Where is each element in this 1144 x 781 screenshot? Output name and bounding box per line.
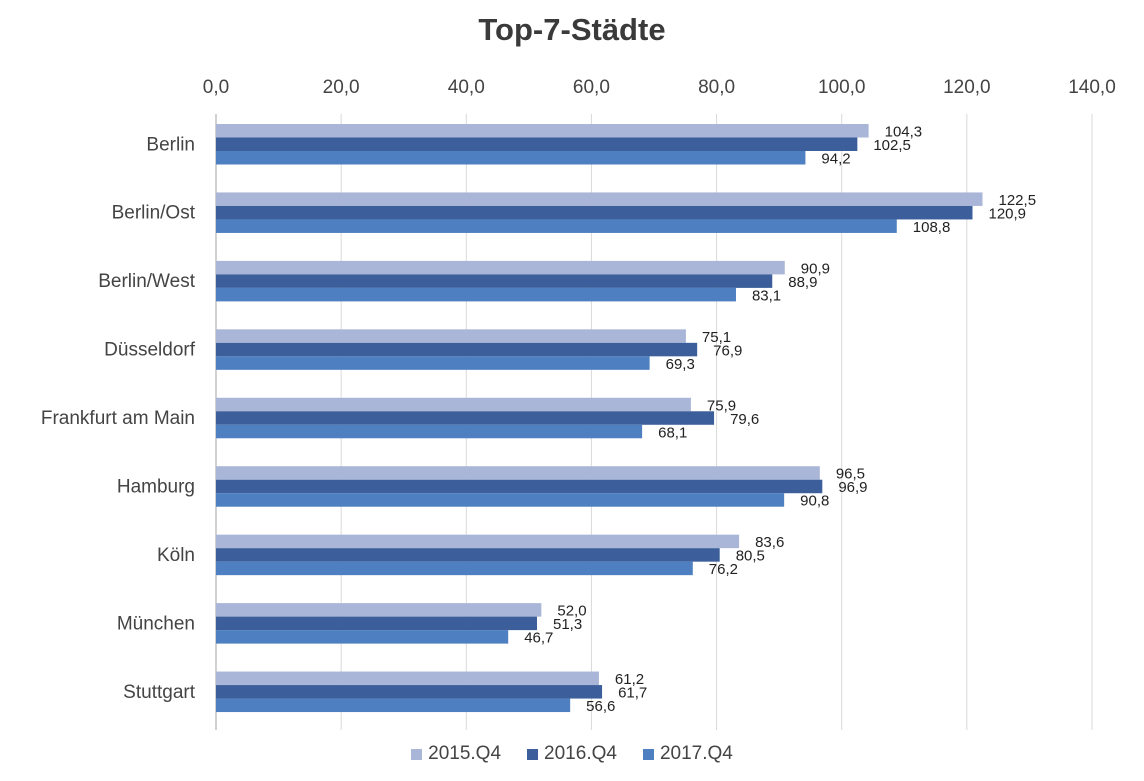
chart-title: Top-7-Städte: [478, 12, 666, 47]
data-label: 46,7: [524, 630, 553, 647]
bar: [216, 124, 869, 138]
x-tick-label: 0,0: [203, 77, 229, 98]
legend-swatch: [642, 748, 654, 760]
bar: [216, 493, 785, 507]
legend-swatch: [527, 748, 539, 760]
x-tick-label: 120,0: [943, 77, 991, 98]
bar: [216, 424, 643, 439]
data-label: 56,6: [586, 698, 615, 715]
data-label: 120,9: [988, 205, 1026, 222]
bar: [216, 260, 785, 275]
bar: [216, 397, 691, 412]
legend-label: 2015.Q4: [428, 743, 502, 764]
data-label: 52,0: [557, 603, 586, 620]
data-label: 83,6: [755, 534, 784, 551]
data-label: 76,9: [713, 342, 742, 359]
bar: [216, 685, 603, 699]
data-label: 61,7: [618, 685, 647, 702]
category-label: Berlin/West: [98, 271, 196, 292]
data-label: 108,8: [913, 219, 951, 236]
bar: [216, 192, 983, 206]
legend-item: 2015.Q4: [411, 743, 501, 765]
bar: [216, 274, 773, 288]
x-tick-label: 100,0: [818, 77, 866, 98]
category-label: Stuttgart: [123, 682, 196, 703]
category-label: München: [117, 613, 195, 634]
x-tick-label: 80,0: [698, 77, 735, 98]
bar: [216, 151, 806, 165]
legend-item: 2016.Q4: [527, 743, 617, 765]
legend-label: 2017.Q4: [659, 743, 733, 764]
x-tick-label: 60,0: [573, 77, 610, 98]
bar: [216, 616, 537, 631]
data-label: 122,5: [999, 192, 1037, 209]
data-label: 90,8: [800, 493, 829, 510]
data-label: 94,2: [821, 151, 850, 168]
x-tick-label: 20,0: [323, 77, 360, 98]
bar: [216, 287, 736, 302]
category-label: Frankfurt am Main: [41, 408, 195, 429]
data-label: 68,1: [658, 424, 687, 441]
data-label: 104,3: [885, 124, 923, 141]
data-label: 51,3: [553, 616, 582, 633]
legend-item: 2017.Q4: [642, 743, 733, 765]
data-label: 96,5: [836, 466, 865, 483]
data-label: 76,2: [709, 561, 738, 578]
bar: [216, 329, 686, 343]
bar: [216, 411, 715, 425]
data-label: 96,9: [838, 479, 867, 496]
bar: [216, 548, 720, 562]
bar: [216, 671, 599, 686]
data-label: 75,1: [702, 329, 731, 346]
data-label: 80,5: [736, 548, 765, 565]
bar: [216, 479, 823, 494]
category-label: Berlin/Ost: [112, 203, 196, 224]
data-label: 75,9: [707, 397, 736, 414]
legend-swatch: [411, 748, 423, 760]
data-label: 69,3: [666, 356, 695, 373]
x-tick-label: 40,0: [448, 77, 485, 98]
bar: [216, 630, 509, 644]
bar: [216, 534, 740, 549]
data-label: 79,6: [730, 411, 759, 428]
legend: 2015.Q4 2016.Q4 2017.Q4: [0, 743, 1144, 765]
data-label: 90,9: [801, 260, 830, 277]
bar: [216, 219, 897, 233]
bar: [216, 342, 698, 357]
bar: [216, 561, 693, 576]
category-label: Köln: [157, 545, 195, 566]
data-label: 88,9: [788, 274, 817, 291]
bar: [216, 603, 542, 617]
data-label: 83,1: [752, 287, 781, 304]
x-tick-label: 140,0: [1068, 77, 1116, 98]
category-label: Hamburg: [117, 476, 195, 497]
bar: [216, 466, 820, 480]
category-label: Berlin: [146, 134, 195, 155]
data-label: 102,5: [873, 137, 911, 154]
bar: [216, 356, 650, 370]
data-label: 61,2: [615, 671, 644, 688]
bar: [216, 137, 858, 151]
bar: [216, 205, 973, 220]
category-label: Düsseldorf: [104, 340, 196, 361]
bar: [216, 698, 571, 713]
legend-label: 2016.Q4: [544, 743, 617, 764]
